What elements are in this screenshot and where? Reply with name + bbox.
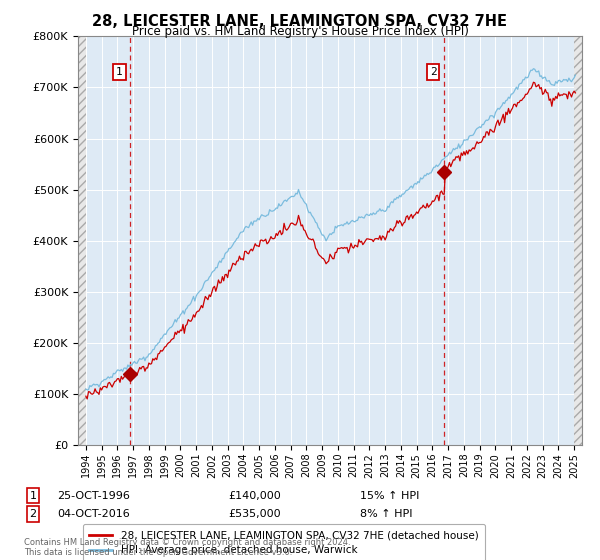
Text: 2: 2 <box>29 509 37 519</box>
Legend: 28, LEICESTER LANE, LEAMINGTON SPA, CV32 7HE (detached house), HPI: Average pric: 28, LEICESTER LANE, LEAMINGTON SPA, CV32… <box>83 524 485 560</box>
Text: Price paid vs. HM Land Registry's House Price Index (HPI): Price paid vs. HM Land Registry's House … <box>131 25 469 38</box>
Text: 1: 1 <box>116 67 123 77</box>
Text: Contains HM Land Registry data © Crown copyright and database right 2024.
This d: Contains HM Land Registry data © Crown c… <box>24 538 350 557</box>
Text: 28, LEICESTER LANE, LEAMINGTON SPA, CV32 7HE: 28, LEICESTER LANE, LEAMINGTON SPA, CV32… <box>92 14 508 29</box>
Text: 04-OCT-2016: 04-OCT-2016 <box>57 509 130 519</box>
Bar <box>78 36 86 445</box>
Text: £140,000: £140,000 <box>228 491 281 501</box>
Text: 1: 1 <box>29 491 37 501</box>
Text: £535,000: £535,000 <box>228 509 281 519</box>
Text: 15% ↑ HPI: 15% ↑ HPI <box>360 491 419 501</box>
Text: 2: 2 <box>430 67 437 77</box>
Bar <box>574 36 582 445</box>
Text: 8% ↑ HPI: 8% ↑ HPI <box>360 509 413 519</box>
Text: 25-OCT-1996: 25-OCT-1996 <box>57 491 130 501</box>
